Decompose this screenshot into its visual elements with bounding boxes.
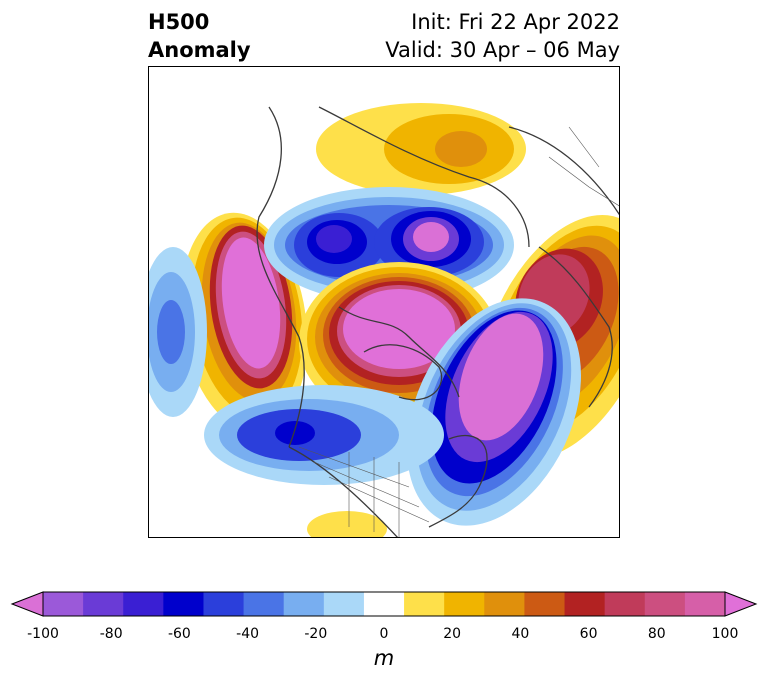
colorbar-outline bbox=[42, 591, 726, 617]
colorbar-segment bbox=[644, 592, 686, 616]
map-dates: Init: Fri 22 Apr 2022 Valid: 30 Apr – 06… bbox=[385, 8, 620, 64]
trough-east-pacific bbox=[204, 385, 444, 485]
colorbar-segment bbox=[323, 592, 365, 616]
colorbar-tick-label: 20 bbox=[443, 626, 462, 642]
colorbar-segment bbox=[163, 592, 204, 616]
colorbar-tick-label: -20 bbox=[304, 626, 328, 642]
colorbar-tick-label: -100 bbox=[27, 626, 59, 642]
valid-period: Valid: 30 Apr – 06 May bbox=[385, 38, 620, 62]
colorbar-tick-label: 0 bbox=[379, 626, 389, 642]
colorbar-extend-max bbox=[724, 591, 758, 617]
colorbar-segment bbox=[404, 592, 445, 616]
trough-west bbox=[149, 247, 207, 417]
colorbar-segment bbox=[363, 592, 405, 616]
colorbar-units: m bbox=[373, 646, 395, 670]
colorbar-tick-label: 100 bbox=[711, 626, 739, 642]
map-title: H500 Anomaly bbox=[148, 8, 251, 64]
colorbar-segment bbox=[283, 592, 325, 616]
colorbar bbox=[10, 591, 758, 617]
anomaly-map-svg bbox=[149, 103, 619, 537]
colorbar-segment bbox=[564, 592, 606, 616]
ridge-south bbox=[307, 511, 387, 537]
borders bbox=[298, 126, 619, 537]
colorbar-tick-label: 60 bbox=[579, 626, 598, 642]
colorbar-segments bbox=[10, 591, 758, 617]
colorbar-segment bbox=[524, 592, 566, 616]
colorbar-segment bbox=[83, 592, 124, 616]
colorbar-segment bbox=[43, 592, 84, 616]
title-field: Anomaly bbox=[148, 38, 251, 62]
colorbar-tick-label: -80 bbox=[99, 626, 123, 642]
colorbar-extend-min bbox=[10, 591, 44, 617]
colorbar-tick-label: -40 bbox=[236, 626, 260, 642]
colorbar-segment bbox=[444, 592, 485, 616]
trough-arctic bbox=[264, 187, 514, 303]
colorbar-segment bbox=[123, 592, 164, 616]
colorbar-segment bbox=[604, 592, 646, 616]
init-time: Init: Fri 22 Apr 2022 bbox=[411, 10, 620, 34]
colorbar-tick-label: 80 bbox=[647, 626, 666, 642]
colorbar-segment bbox=[484, 592, 525, 616]
colorbar-segment bbox=[203, 592, 245, 616]
colorbar-segment bbox=[684, 592, 726, 616]
trough-atlantic bbox=[406, 298, 582, 526]
coastlines bbox=[256, 106, 619, 537]
ridge-siberia bbox=[316, 103, 526, 195]
colorbar-tick-label: -60 bbox=[167, 626, 191, 642]
colorbar-tick-label: 40 bbox=[511, 626, 530, 642]
colorbar-segment bbox=[243, 592, 285, 616]
anomaly-map bbox=[148, 66, 620, 538]
title-variable: H500 bbox=[148, 10, 210, 34]
